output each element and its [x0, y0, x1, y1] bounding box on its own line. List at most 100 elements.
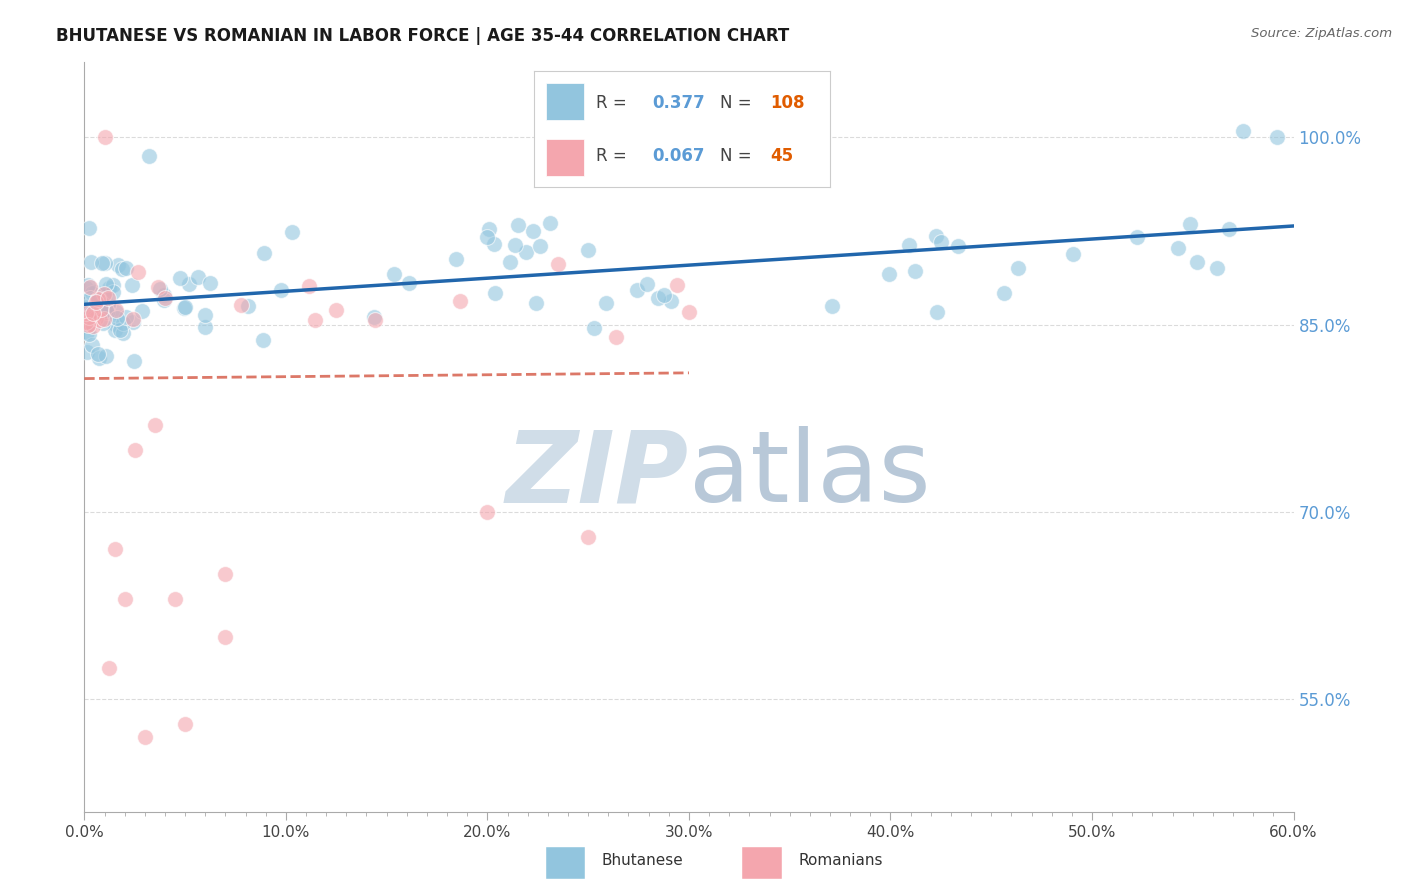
Point — [93, 312, 115, 326]
Point — [382, 267, 405, 281]
Point — [86, 347, 108, 361]
Point — [187, 269, 209, 284]
Point — [97, 280, 120, 294]
Bar — [546, 83, 585, 120]
Point — [77, 302, 100, 317]
Point — [652, 288, 675, 302]
Point — [79, 291, 101, 305]
Point — [904, 264, 927, 278]
Text: 0.067: 0.067 — [652, 147, 704, 165]
Point — [1126, 230, 1149, 244]
Point — [90, 301, 112, 316]
Point — [107, 258, 129, 272]
Point — [76, 278, 98, 293]
Point — [96, 305, 118, 319]
Point — [97, 298, 120, 312]
Point — [297, 278, 319, 293]
Point — [97, 661, 120, 675]
Point — [821, 299, 844, 313]
Point — [91, 288, 114, 302]
Point — [127, 265, 149, 279]
Text: R =: R = — [596, 147, 633, 165]
Point — [538, 217, 561, 231]
Point — [522, 224, 544, 238]
Point — [111, 316, 134, 330]
Point — [477, 230, 499, 244]
Point — [364, 312, 387, 326]
Point — [595, 296, 617, 310]
Point — [153, 288, 176, 302]
Point — [503, 237, 526, 252]
Point — [131, 304, 153, 318]
Point — [1267, 130, 1289, 145]
Point — [143, 417, 166, 432]
Point — [877, 267, 900, 281]
Point — [153, 291, 176, 305]
Point — [82, 306, 104, 320]
Point — [449, 293, 471, 308]
Point — [508, 218, 530, 232]
Point — [101, 277, 124, 292]
Text: BHUTANESE VS ROMANIAN IN LABOR FORCE | AGE 35-44 CORRELATION CHART: BHUTANESE VS ROMANIAN IN LABOR FORCE | A… — [56, 27, 790, 45]
Point — [105, 303, 128, 318]
Point — [91, 316, 114, 330]
Point — [79, 317, 101, 331]
Point — [90, 255, 112, 269]
Text: ZIP: ZIP — [506, 426, 689, 523]
Point — [177, 277, 200, 292]
Point — [79, 280, 101, 294]
Point — [104, 317, 127, 331]
Point — [678, 305, 700, 319]
Point — [524, 296, 547, 310]
Point — [898, 238, 921, 252]
Point — [165, 592, 187, 607]
Point — [122, 354, 145, 368]
Point — [1062, 247, 1084, 261]
Point — [583, 321, 606, 335]
Point — [482, 236, 505, 251]
Point — [325, 302, 347, 317]
Point — [231, 298, 253, 312]
Point — [929, 235, 952, 250]
Text: 0.377: 0.377 — [652, 94, 706, 112]
Point — [547, 257, 569, 271]
Point — [659, 293, 682, 308]
Point — [83, 314, 105, 328]
Point — [363, 310, 385, 325]
Point — [77, 310, 100, 325]
Point — [576, 243, 599, 257]
Text: R =: R = — [596, 94, 633, 112]
Point — [169, 270, 191, 285]
Text: 108: 108 — [770, 94, 806, 112]
Text: N =: N = — [720, 147, 758, 165]
Point — [80, 285, 103, 300]
Point — [200, 276, 222, 290]
Point — [927, 305, 949, 319]
Point — [75, 315, 97, 329]
Point — [484, 286, 506, 301]
Point — [75, 281, 97, 295]
Point — [111, 261, 134, 276]
Point — [82, 338, 104, 352]
Point — [115, 310, 138, 325]
Point — [93, 287, 115, 301]
Point — [477, 505, 499, 519]
Point — [76, 318, 98, 332]
Point — [605, 330, 627, 344]
Point — [80, 255, 103, 269]
Point — [97, 291, 120, 305]
Text: Source: ZipAtlas.com: Source: ZipAtlas.com — [1251, 27, 1392, 40]
Point — [76, 345, 98, 359]
Point — [75, 306, 97, 320]
Point — [84, 308, 107, 322]
Point — [214, 630, 236, 644]
Point — [1232, 124, 1254, 138]
Point — [1218, 222, 1240, 236]
Text: N =: N = — [720, 94, 758, 112]
Point — [173, 301, 195, 315]
Point — [87, 292, 110, 306]
Text: 45: 45 — [770, 147, 793, 165]
Point — [149, 282, 172, 296]
Point — [114, 592, 136, 607]
Point — [146, 279, 169, 293]
